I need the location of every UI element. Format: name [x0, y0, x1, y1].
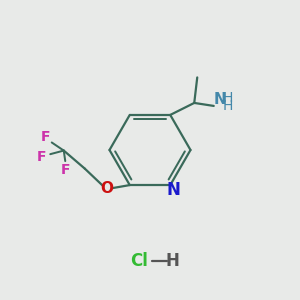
Text: H: H — [166, 252, 179, 270]
Text: F: F — [61, 163, 70, 177]
Text: N: N — [167, 182, 181, 200]
Text: F: F — [41, 130, 50, 144]
Text: Cl: Cl — [130, 252, 148, 270]
Text: H: H — [223, 91, 233, 105]
Text: N: N — [214, 92, 227, 107]
Text: F: F — [37, 150, 46, 164]
Text: O: O — [101, 181, 114, 196]
Text: H: H — [223, 99, 233, 113]
